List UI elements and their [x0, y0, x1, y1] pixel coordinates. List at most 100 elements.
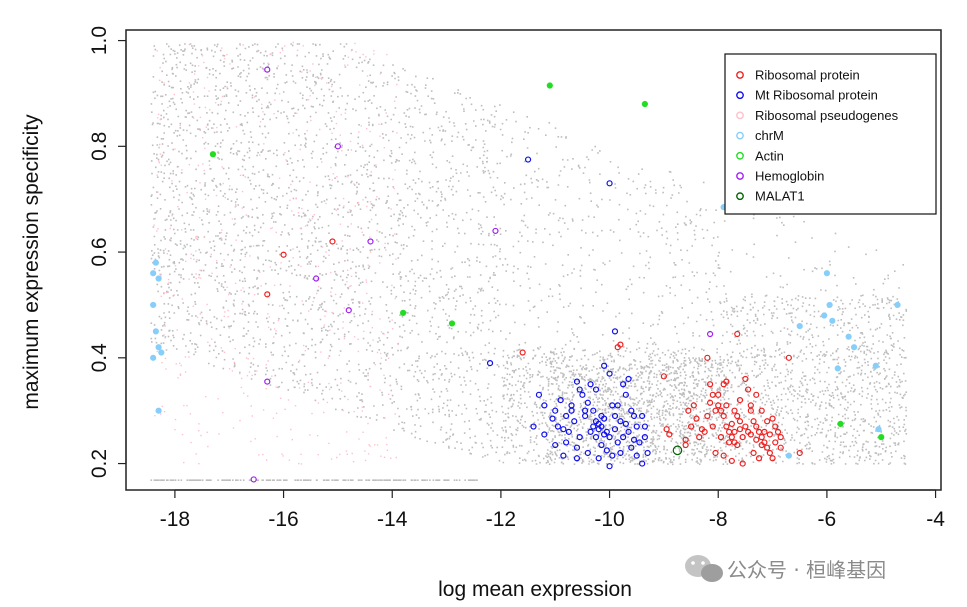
data-point [560, 426, 567, 433]
data-point [150, 354, 157, 361]
data-point [579, 391, 586, 398]
x-tick-label: -14 [377, 508, 408, 531]
data-point [685, 407, 692, 414]
data-point [636, 439, 643, 446]
data-point [701, 428, 708, 435]
data-point [850, 344, 858, 351]
legend-marker [736, 111, 744, 120]
data-point [606, 370, 613, 377]
data-point [734, 330, 741, 338]
data-point [568, 407, 575, 414]
legend: Ribosomal protein Mt Ribosomal protein Rib… [724, 53, 937, 215]
y-axis-label: maximum expression specificity [20, 114, 43, 410]
legend-label: Actin [755, 148, 784, 163]
data-point [592, 386, 600, 393]
data-point [753, 436, 760, 443]
data-point [601, 362, 608, 369]
data-point [590, 407, 597, 414]
legend-marker [736, 91, 744, 100]
legend-marker [736, 192, 744, 201]
series-actin [209, 82, 885, 441]
data-point [329, 238, 336, 245]
data-point [774, 428, 782, 435]
x-axis-label: log mean expression [438, 578, 632, 601]
data-point [753, 423, 760, 430]
data-point [672, 445, 683, 456]
data-point [709, 423, 716, 430]
data-point [573, 378, 581, 385]
data-point [734, 412, 741, 420]
data-point [706, 381, 714, 388]
data-point [785, 354, 792, 361]
data-point [690, 402, 697, 409]
data-point [639, 460, 646, 467]
data-point [766, 449, 773, 457]
data-point [769, 415, 776, 422]
legend-box [724, 53, 937, 215]
y-tick-label: 0.2 [88, 449, 111, 478]
data-point [706, 399, 714, 406]
data-point [706, 330, 714, 338]
legend-marker [736, 172, 744, 180]
data-point [728, 457, 735, 465]
data-point [630, 412, 638, 420]
data-point [264, 378, 271, 385]
x-tick-label: -12 [486, 508, 516, 531]
data-point [766, 431, 773, 438]
data-point [573, 444, 581, 451]
data-point [155, 344, 162, 351]
data-point [878, 434, 885, 441]
data-point [712, 407, 719, 414]
data-point [625, 375, 632, 383]
series-chrm [150, 204, 901, 459]
data-point [764, 444, 771, 451]
data-point [641, 423, 648, 430]
data-point [723, 402, 730, 409]
data-point [334, 143, 341, 150]
data-point [611, 426, 619, 433]
data-point [598, 441, 605, 449]
data-point [777, 444, 784, 451]
data-point [750, 449, 757, 457]
x-axis: -18 -16 -14 -12 -10 -8 -6 -4 [160, 489, 945, 531]
y-axis: 0.2 0.4 0.6 0.8 1.0 [88, 26, 127, 478]
data-point [554, 423, 562, 430]
data-point [682, 441, 689, 449]
data-point [758, 407, 765, 414]
background-gene-points [150, 41, 908, 481]
data-point [663, 426, 670, 433]
data-point [736, 418, 744, 425]
legend-entry: chrM [736, 128, 784, 143]
x-tick-label: -16 [268, 508, 298, 531]
data-point [609, 452, 616, 459]
data-point [823, 270, 831, 277]
data-point [728, 420, 735, 428]
y-tick-label: 1.0 [88, 26, 111, 55]
data-point [777, 434, 784, 441]
data-point [264, 291, 271, 298]
data-point [666, 431, 673, 438]
legend-entry: Ribosomal pseudogenes [736, 108, 899, 123]
data-point [796, 449, 803, 457]
data-point [595, 426, 602, 433]
data-point [644, 449, 651, 457]
data-point [622, 420, 629, 428]
data-point [826, 301, 833, 309]
data-point [755, 455, 763, 462]
data-point [617, 418, 624, 425]
data-point [715, 391, 722, 398]
data-point [723, 378, 730, 385]
legend-entry: Ribosomal protein [736, 68, 860, 83]
legend-entry: MALAT1 [736, 189, 805, 204]
data-point [894, 301, 901, 309]
legend-entry: Actin [736, 148, 784, 163]
data-point [687, 423, 695, 430]
data-point [614, 344, 621, 351]
data-point [611, 412, 619, 420]
data-point [742, 423, 749, 430]
data-point [519, 349, 526, 356]
data-point [552, 407, 559, 414]
data-point [158, 349, 165, 356]
data-point [617, 449, 624, 457]
